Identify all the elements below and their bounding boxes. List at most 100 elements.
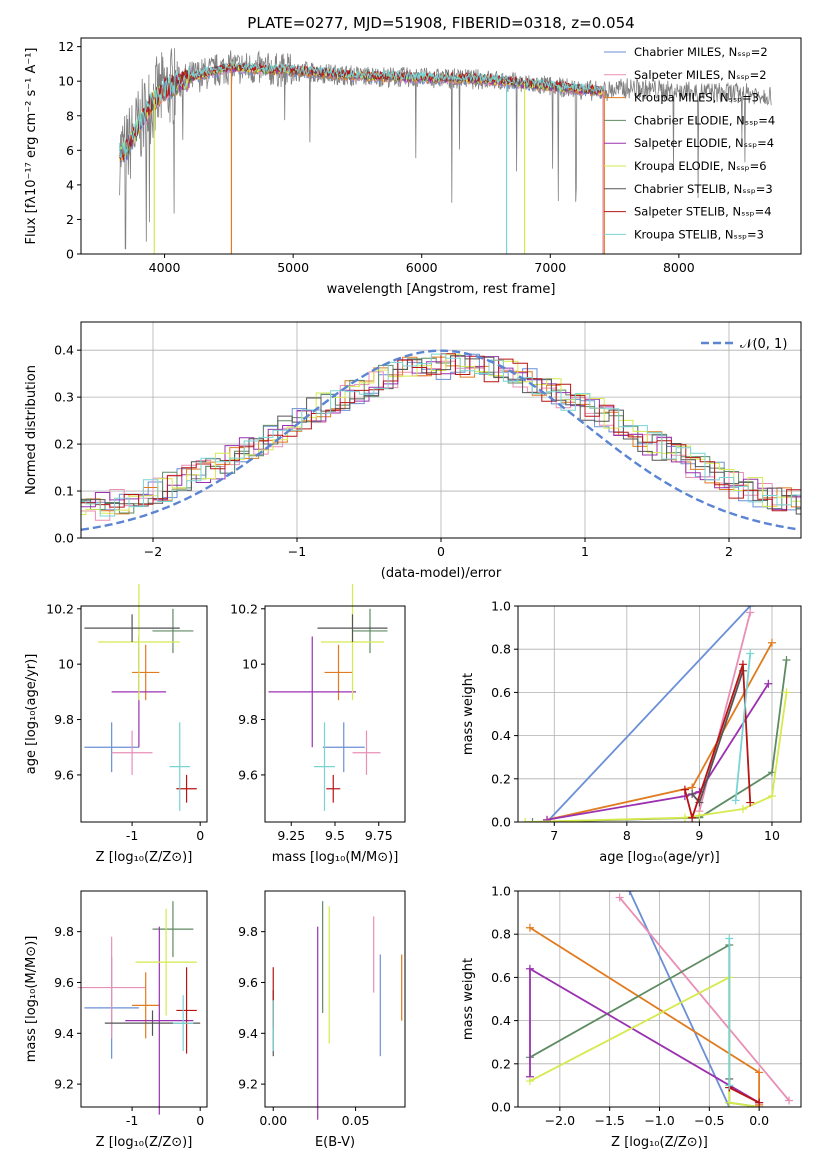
y-tick-label: 9.8 xyxy=(238,924,258,939)
y-axis-label: mass weight xyxy=(461,673,476,755)
histogram-chabrier_stelib xyxy=(81,355,801,515)
y-tick-label: 0.4 xyxy=(491,1013,511,1028)
x-tick-label: −0.5 xyxy=(694,1113,724,1128)
marker-salpeter_elodie xyxy=(543,815,552,822)
y-tick-label: 9.6 xyxy=(238,975,258,990)
marker-kroupa_elodie xyxy=(680,813,689,822)
legend-entry: Salpeter STELIB, Nₛₛₚ=4 xyxy=(634,205,772,219)
x-tick-label: 0.0 xyxy=(749,1113,769,1128)
marker-kroupa_miles xyxy=(755,1068,764,1077)
legend-entry: Chabrier ELODIE, Nₛₛₚ=4 xyxy=(634,113,775,127)
x-axis-label: Z [log₁₀(Z/Z⊙)] xyxy=(96,850,193,865)
y-tick-label: 0.0 xyxy=(491,1100,511,1115)
y-tick-label: 0.3 xyxy=(54,390,74,405)
x-tick-label: 0 xyxy=(196,1113,204,1128)
x-tick-label: 8 xyxy=(623,828,631,843)
x-tick-label: 2 xyxy=(725,544,733,559)
x-axis-label: Z [log₁₀(Z/Z⊙)] xyxy=(611,1135,708,1150)
x-tick-label: −2.0 xyxy=(545,1113,575,1128)
marker-chabrier_elodie xyxy=(528,818,537,822)
marker-kroupa_elodie xyxy=(767,792,776,801)
marker-chabrier_miles xyxy=(625,891,634,895)
y-tick-label: 0.2 xyxy=(491,1056,511,1071)
x-tick-label: -1 xyxy=(126,1113,138,1128)
x-axis-label: wavelength [Angstrom, rest frame] xyxy=(327,282,556,297)
x-axis-label: (data-model)/error xyxy=(381,566,502,581)
x-tick-label: 7 xyxy=(550,828,558,843)
y-tick-label: 0.6 xyxy=(491,970,511,985)
mass_vs_Z-frame xyxy=(80,890,208,1108)
marker-kroupa_stelib xyxy=(725,1081,734,1090)
y-tick-label: 1.0 xyxy=(491,599,511,614)
y-tick-label: 9.2 xyxy=(54,1077,74,1092)
x-tick-label: −1.5 xyxy=(594,1113,624,1128)
marker-salpeter_stelib xyxy=(755,1098,764,1107)
marker-salpeter_miles xyxy=(615,893,624,902)
x-tick-label: -1 xyxy=(126,828,138,843)
y-tick-label: 10 xyxy=(58,74,74,89)
y-tick-label: 10 xyxy=(58,657,74,672)
y-tick-label: 6 xyxy=(66,143,74,158)
spectrum-lines xyxy=(119,48,772,254)
x-tick-label: 8000 xyxy=(663,260,695,275)
y-tick-label: 9.4 xyxy=(54,1026,74,1041)
x-tick-label: 9.75 xyxy=(365,828,393,843)
model-salpeter_elodie xyxy=(119,62,605,163)
y-axis-label: Normed distribution xyxy=(24,365,39,495)
marker-kroupa_elodie xyxy=(725,1098,734,1107)
x-tick-label: −1 xyxy=(288,544,306,559)
histogram-kroupa_stelib xyxy=(81,353,801,517)
marker-salpeter_stelib xyxy=(746,798,755,807)
legend-entry: Salpeter ELODIE, Nₛₛₚ=4 xyxy=(634,136,774,150)
y-tick-label: 9.6 xyxy=(238,767,258,782)
x-tick-label: 7000 xyxy=(534,260,566,275)
y-tick-label: 0.0 xyxy=(54,531,74,546)
marker-salpeter_miles xyxy=(785,1096,794,1105)
marker-kroupa_miles xyxy=(767,638,776,647)
marker-salpeter_stelib xyxy=(738,660,747,669)
x-tick-label: −1.0 xyxy=(644,1113,674,1128)
legend-entry: 𝒩(0, 1) xyxy=(740,337,787,352)
chart-title: PLATE=0277, MJD=51908, FIBERID=0318, z=0… xyxy=(247,14,634,32)
legend-entry: Salpeter MILES, Nₛₛₚ=2 xyxy=(634,68,767,82)
series-chabrier_miles xyxy=(628,891,731,1107)
series-salpeter_stelib xyxy=(684,664,752,821)
marker-kroupa_stelib xyxy=(725,934,734,943)
marker-salpeter_elodie xyxy=(764,679,773,688)
marker-kroupa_elodie xyxy=(521,818,530,822)
y-tick-label: 9.4 xyxy=(238,1026,258,1041)
marker-chabrier_elodie xyxy=(782,656,791,664)
spectrum-frame xyxy=(80,37,802,255)
marker-kroupa_elodie xyxy=(695,811,704,820)
series-salpeter_miles xyxy=(618,896,790,1102)
y-tick-label: 0.8 xyxy=(491,927,511,942)
x-tick-label: 9.25 xyxy=(277,828,305,843)
series-kroupa_elodie xyxy=(525,692,788,822)
y-tick-label: 9.2 xyxy=(238,1077,258,1092)
x-axis-label: age [log₁₀(age/yr)] xyxy=(599,850,720,865)
y-axis-label: Flux [fλ10⁻¹⁷ erg cm⁻² s⁻¹ A⁻¹] xyxy=(24,48,39,245)
age_vs_Z-frame xyxy=(80,605,208,823)
series-salpeter_stelib xyxy=(728,1086,760,1104)
y-tick-label: 10.2 xyxy=(46,601,74,616)
model-kroupa_stelib xyxy=(119,61,605,159)
marker-salpeter_stelib xyxy=(680,785,689,794)
x-tick-label: 6000 xyxy=(406,260,438,275)
model-salpeter_stelib xyxy=(119,62,605,160)
x-tick-label: 0.05 xyxy=(342,1113,370,1128)
x-tick-label: −2 xyxy=(144,544,162,559)
y-axis-label: mass [log₁₀(M/M⊙)] xyxy=(24,936,39,1063)
x-axis-label: E(B-V) xyxy=(315,1135,355,1150)
x-axis-label: mass [log₁₀(M/M⊙)] xyxy=(272,850,399,865)
age_vs_mass-frame xyxy=(264,605,406,823)
marker-kroupa_elodie xyxy=(738,805,747,814)
weight_vs_age-frame xyxy=(517,605,802,823)
y-axis-label: mass weight xyxy=(461,958,476,1040)
y-tick-label: 0.2 xyxy=(54,437,74,452)
x-tick-label: 10 xyxy=(764,828,780,843)
marker-chabrier_stelib xyxy=(688,789,697,798)
y-tick-label: 9.8 xyxy=(238,712,258,727)
marker-salpeter_stelib xyxy=(688,813,697,822)
histogram-chabrier_miles xyxy=(81,353,801,511)
